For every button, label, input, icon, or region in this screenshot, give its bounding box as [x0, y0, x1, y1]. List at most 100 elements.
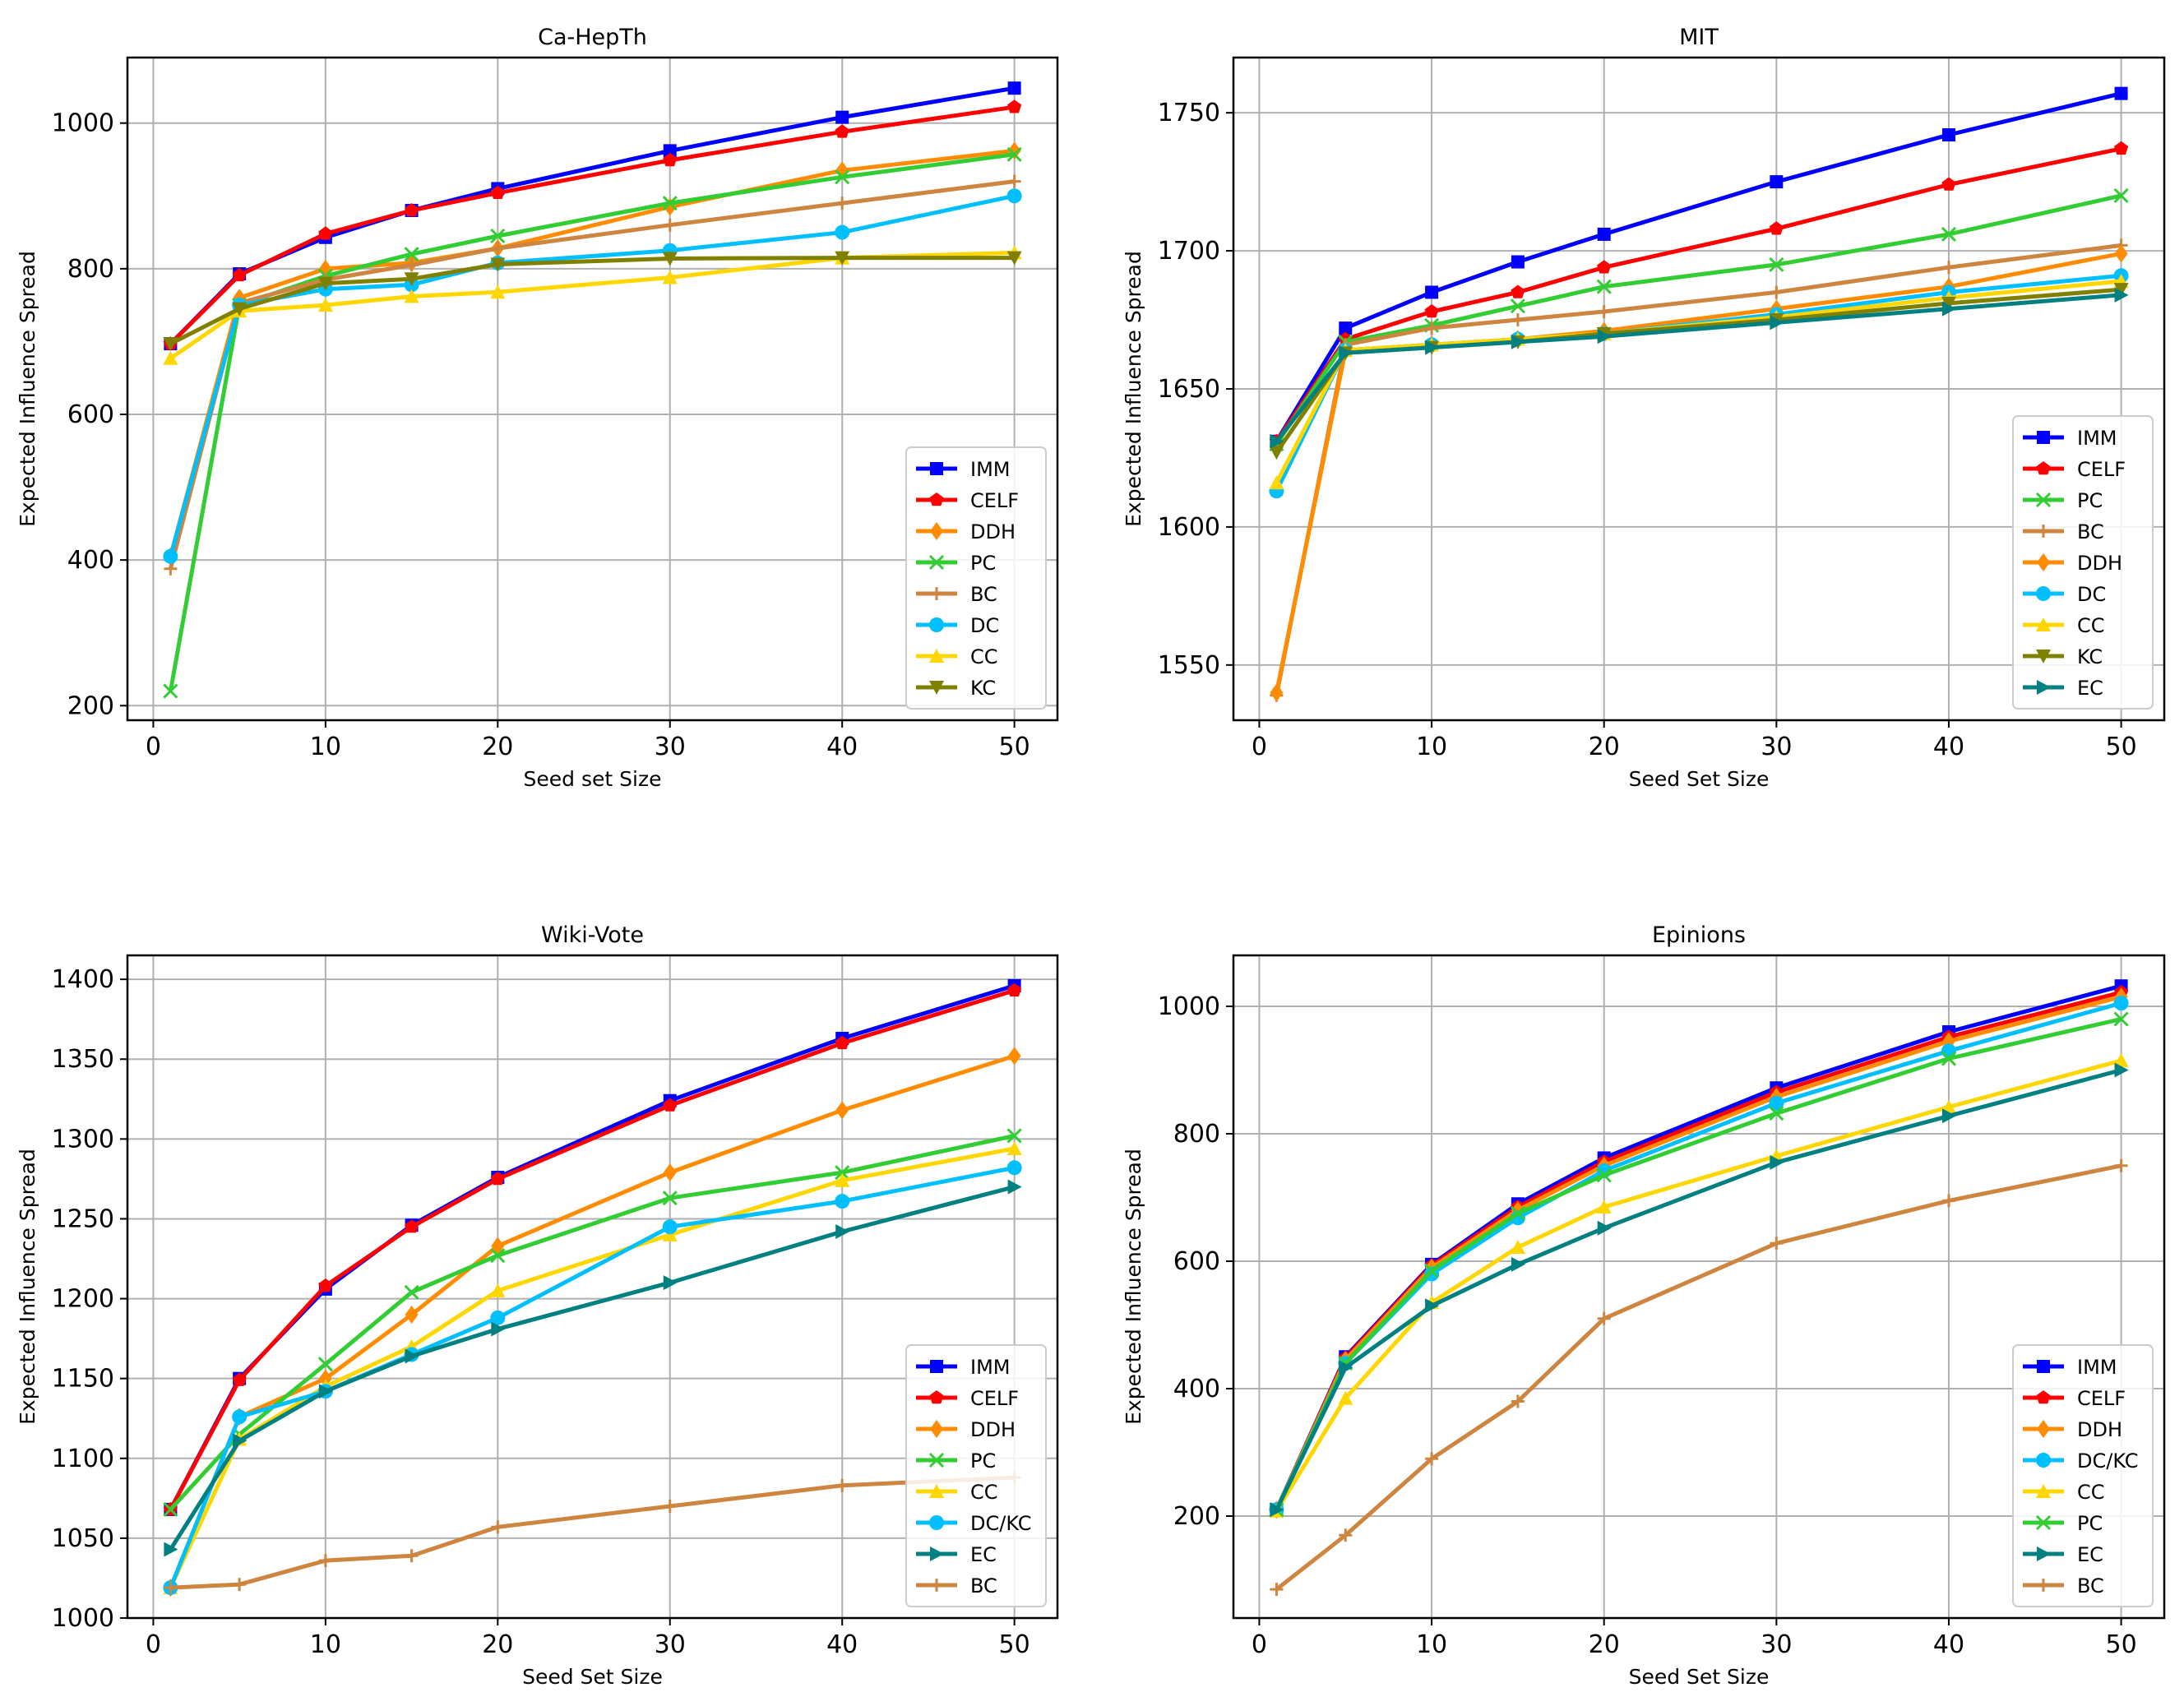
legend-item: CC: [2023, 1481, 2105, 1504]
data-point: [1769, 1106, 1784, 1121]
data-point: [318, 1384, 333, 1399]
data-point: [1941, 1194, 1955, 1208]
legend: IMM CELF DDH PC CC DC/KC EC BC: [905, 1344, 1047, 1607]
legend-item: EC: [2023, 677, 2103, 700]
data-point: [317, 276, 333, 291]
y-tick-label: 1550: [1158, 651, 1220, 680]
data-point: [1941, 226, 1957, 242]
legend-marker: [2037, 1420, 2050, 1438]
data-point: [1006, 1141, 1022, 1156]
data-point: [835, 196, 849, 210]
x-tick-label: 0: [1252, 733, 1267, 761]
data-point: [1007, 99, 1022, 113]
data-point: [2113, 1011, 2129, 1027]
series-line: [169, 1146, 1016, 1589]
data-point: [2114, 1158, 2128, 1172]
series-line: [169, 1134, 1016, 1511]
data-point: [405, 1219, 419, 1233]
series-line: [1275, 273, 2122, 492]
data-point: [404, 272, 419, 287]
y-tick-label: 800: [67, 255, 114, 284]
x-tick-label: 20: [482, 733, 513, 761]
legend-marker: [930, 522, 943, 540]
data-point: [1941, 177, 1956, 191]
data-point: [1596, 1200, 1612, 1214]
legend-marker: [2036, 1484, 2051, 1498]
legend-marker: [929, 649, 944, 663]
legend-item: CELF: [2023, 1387, 2126, 1410]
legend-box: [2012, 415, 2154, 710]
legend-label: DDH: [2077, 1418, 2122, 1441]
legend-item: KC: [2023, 645, 2103, 668]
series-line: [1275, 1163, 2122, 1592]
legend-box: [905, 446, 1047, 710]
data-point: [164, 1581, 178, 1595]
axes-frame: [1232, 954, 2166, 1620]
y-axis-label: Expected Influence Spread: [16, 251, 39, 527]
legend-label: CELF: [2077, 1387, 2126, 1410]
x-tick-label: 10: [310, 733, 341, 761]
legend-marker: [929, 1390, 944, 1404]
legend-marker: [2037, 1360, 2050, 1373]
data-point: [2114, 244, 2128, 263]
data-point: [1510, 1205, 1525, 1221]
data-point: [835, 124, 849, 138]
legend: IMM CELF PC BC DDH DC CC KC EC: [2012, 415, 2154, 710]
legend-item: IMM: [2023, 1356, 2117, 1379]
data-point: [663, 1163, 677, 1182]
data-point: [1425, 340, 1440, 355]
series-line: [168, 148, 1015, 557]
legend: IMM CELF DDH DC/KC CC PC EC BC: [2012, 1344, 2154, 1607]
data-point: [1270, 1502, 1284, 1518]
data-point: [662, 1191, 678, 1206]
data-point: [490, 1283, 506, 1297]
legend-label: DC/KC: [970, 1512, 1032, 1535]
legend-label: CELF: [2077, 458, 2126, 481]
legend-marker: [930, 1579, 943, 1592]
y-tick-label: 1350: [52, 1045, 114, 1074]
data-point: [404, 247, 419, 262]
data-point: [1597, 329, 1612, 344]
series-celf: [163, 99, 1022, 350]
data-point: [1006, 1160, 1022, 1176]
x-tick-label: 50: [999, 733, 1030, 761]
legend-label: PC: [970, 552, 996, 575]
y-tick-label: 1000: [1158, 992, 1220, 1021]
data-point: [1511, 334, 1525, 349]
legend-item: DC/KC: [2023, 1449, 2139, 1473]
y-tick-label: 1050: [52, 1524, 114, 1553]
series-line: [169, 1185, 1016, 1551]
legend-item: PC: [916, 1449, 996, 1473]
x-tick-label: 20: [482, 1630, 513, 1659]
data-point: [1270, 433, 1284, 449]
data-point: [1425, 321, 1439, 335]
data-point: [2114, 1062, 2129, 1078]
x-tick-label: 0: [146, 1630, 161, 1659]
series-ddh: [164, 141, 1021, 566]
data-point: [663, 1500, 677, 1514]
legend-label: KC: [970, 677, 996, 700]
data-point: [1941, 301, 1956, 317]
data-point: [835, 251, 850, 266]
y-tick-label: 1250: [52, 1204, 114, 1233]
data-point: [662, 196, 678, 211]
legend-label: IMM: [2077, 1356, 2117, 1379]
legend-label: PC: [2077, 489, 2103, 512]
data-point: [1941, 1051, 1957, 1066]
data-point: [1006, 146, 1022, 162]
x-tick-label: 0: [1252, 1630, 1267, 1659]
y-tick-label: 400: [1173, 1375, 1220, 1403]
series-line: [169, 1165, 1016, 1589]
x-axis-label: Seed Set Size: [1629, 1665, 1770, 1689]
data-point: [1339, 345, 1353, 361]
data-point: [1510, 1239, 1525, 1254]
data-point: [1769, 257, 1784, 272]
data-point: [1424, 1263, 1440, 1278]
data-point: [2113, 283, 2129, 298]
series-line: [1275, 146, 2122, 443]
legend-item: DC: [2023, 583, 2106, 606]
series-dc: [163, 188, 1022, 564]
legend-item: CC: [916, 645, 998, 668]
axes-frame: [126, 954, 1059, 1620]
data-point: [491, 1520, 505, 1534]
